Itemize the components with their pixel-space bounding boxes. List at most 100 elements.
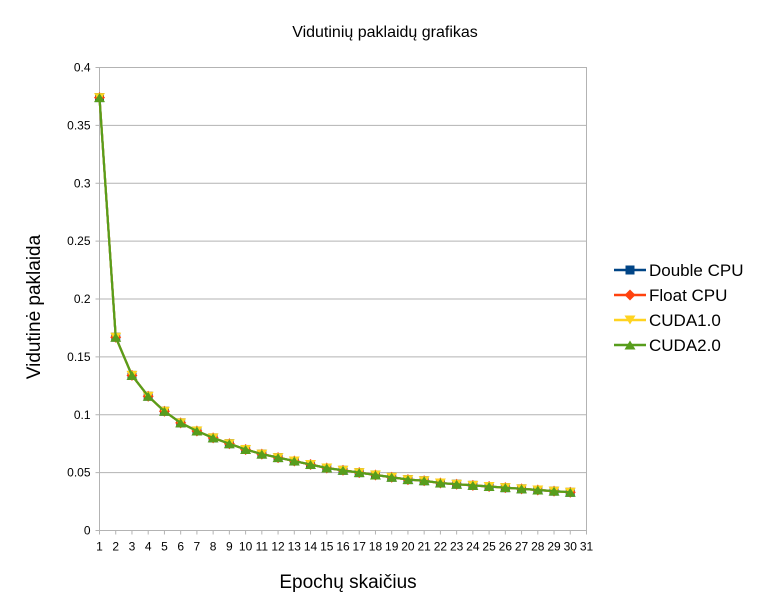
x-tick-label: 5	[161, 540, 168, 554]
y-axis-title: Vidutinė paklaida	[24, 234, 45, 379]
data-point	[467, 480, 479, 490]
data-point	[516, 484, 528, 494]
legend-item: CUDA1.0	[614, 311, 721, 330]
y-tick-label: 0.1	[74, 408, 91, 422]
x-tick-label: 9	[226, 540, 233, 554]
data-point	[532, 485, 544, 495]
grid-layer	[95, 67, 587, 535]
x-tick-label: 31	[580, 540, 594, 554]
x-tick-label: 19	[385, 540, 399, 554]
x-tick-label: 14	[304, 540, 318, 554]
x-tick-label: 15	[320, 540, 334, 554]
x-tick-label: 2	[112, 540, 119, 554]
y-tick-label: 0.4	[74, 61, 91, 75]
series-float-cpu	[94, 92, 576, 498]
data-point	[434, 478, 446, 488]
data-point	[256, 449, 268, 459]
data-point	[353, 468, 365, 478]
series-line	[98, 97, 571, 494]
legend-label: Double CPU	[649, 261, 744, 280]
data-point	[564, 487, 576, 497]
data-point	[499, 483, 511, 493]
y-tick-label: 0.35	[67, 118, 91, 132]
series-cuda2-0	[94, 93, 576, 497]
series-line	[98, 97, 571, 494]
data-point	[207, 433, 219, 443]
x-tick-label: 8	[210, 540, 217, 554]
legend-marker	[624, 340, 636, 350]
x-tick-label: 12	[271, 540, 285, 554]
y-tick-labels: 0 0.05 0.1 0.15 0.2 0.25 0.3 0.35 0.4	[67, 61, 91, 538]
data-point	[110, 332, 122, 342]
x-tick-label: 21	[417, 540, 431, 554]
data-point	[191, 426, 203, 436]
legend-label: CUDA1.0	[649, 311, 721, 330]
x-tick-label: 11	[256, 540, 269, 554]
data-point	[223, 439, 235, 449]
legend-label: Float CPU	[649, 286, 727, 305]
data-point	[175, 418, 187, 428]
data-point	[483, 482, 495, 492]
chart-title: Vidutinių paklaidų grafikas	[292, 24, 478, 41]
x-tick-label: 28	[531, 540, 545, 554]
data-point	[272, 453, 284, 463]
x-tick-label: 26	[499, 540, 513, 554]
x-tick-label: 6	[177, 540, 184, 554]
x-tick-label: 16	[336, 540, 350, 554]
legend-item: Double CPU	[614, 261, 744, 280]
x-tick-labels: 1 2 3 4 5 6 7 8 9 10 11 12 13 14 15 16 17 18 19 20 21 22 23 24 2…	[96, 540, 593, 554]
data-point	[158, 406, 170, 416]
y-tick-label: 0.05	[67, 466, 91, 480]
x-tick-label: 27	[515, 540, 529, 554]
data-point	[321, 463, 333, 473]
series-line	[98, 97, 571, 494]
x-tick-label: 17	[353, 540, 367, 554]
x-tick-label: 7	[194, 540, 201, 554]
series-layer	[94, 92, 576, 498]
x-tick-label: 1	[96, 540, 103, 554]
legend-marker	[625, 265, 635, 275]
x-tick-label: 13	[288, 540, 302, 554]
x-tick-label: 30	[564, 540, 578, 554]
legend: Double CPU Float CPU CUDA1.0 CUDA2.0	[614, 261, 744, 355]
y-tick-label: 0.2	[74, 292, 91, 306]
x-axis-title: Epochų skaičius	[279, 572, 416, 593]
data-point	[418, 476, 430, 486]
x-tick-label: 18	[369, 540, 383, 554]
x-tick-label: 10	[239, 540, 253, 554]
data-point	[305, 460, 317, 470]
series-line	[98, 97, 571, 494]
x-tick-label: 4	[145, 540, 152, 554]
x-tick-label: 22	[434, 540, 448, 554]
x-tick-label: 23	[450, 540, 464, 554]
y-tick-label: 0	[84, 524, 91, 538]
data-point	[369, 470, 381, 480]
data-point	[337, 465, 349, 475]
legend-item: CUDA2.0	[614, 336, 721, 355]
x-tick-label: 29	[547, 540, 561, 554]
data-point	[288, 456, 300, 466]
y-tick-label: 0.3	[74, 176, 91, 190]
legend-item: Float CPU	[614, 286, 727, 305]
legend-marker	[624, 315, 636, 325]
data-point	[402, 475, 414, 485]
data-point	[126, 370, 138, 380]
y-tick-label: 0.15	[67, 350, 91, 364]
plot-area-border	[99, 67, 587, 531]
data-point	[240, 444, 252, 454]
x-tick-label: 24	[466, 540, 480, 554]
data-point	[94, 93, 105, 103]
data-point	[548, 486, 560, 496]
data-point	[386, 472, 398, 482]
x-tick-label: 3	[129, 540, 136, 554]
series-double-cpu	[95, 93, 575, 497]
data-point	[451, 479, 463, 489]
legend-marker	[624, 289, 636, 301]
x-tick-label: 25	[482, 540, 496, 554]
y-tick-label: 0.25	[67, 234, 91, 248]
data-point	[142, 391, 154, 401]
series-cuda1-0	[94, 93, 576, 497]
x-tick-label: 20	[401, 540, 415, 554]
legend-label: CUDA2.0	[649, 336, 721, 355]
